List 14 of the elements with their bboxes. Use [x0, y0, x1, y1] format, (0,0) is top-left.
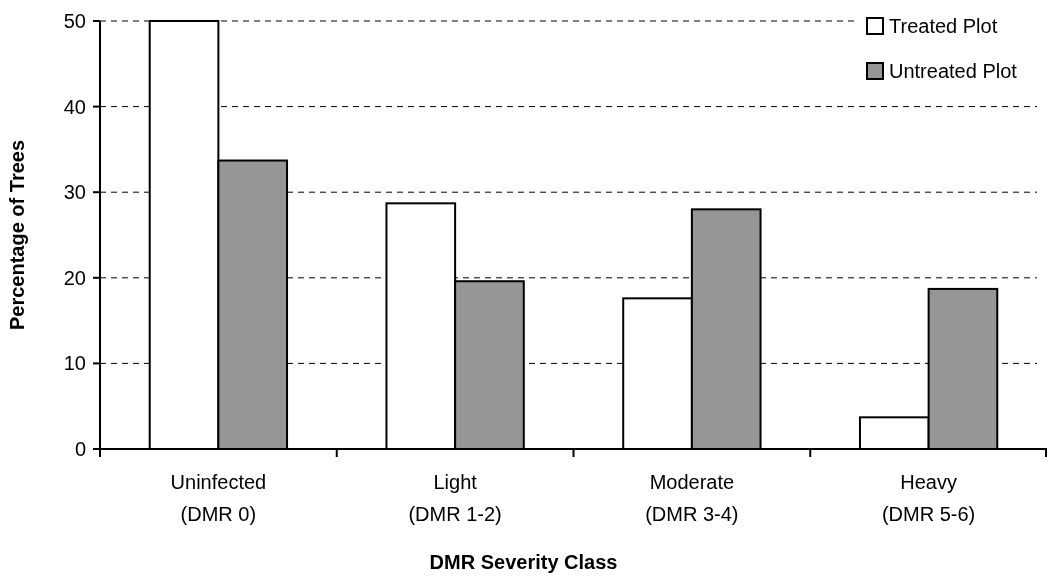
y-tick-label: 40 — [63, 95, 86, 118]
x-axis-title: DMR Severity Class — [429, 551, 618, 573]
x-tick-label: Moderate (DMR 3-4) — [645, 471, 739, 525]
x-tick-label: Light (DMR 1-2) — [408, 471, 502, 525]
x-tick-label: Uninfected (DMR 0) — [170, 471, 267, 525]
y-tick-label: 10 — [63, 352, 86, 375]
legend-label: Treated Plot — [889, 15, 998, 37]
y-tick-label: 0 — [74, 438, 86, 460]
y-tick-label: 20 — [63, 266, 86, 289]
y-tick-label: 50 — [63, 10, 86, 32]
legend-label: Untreated Plot — [889, 60, 1018, 82]
x-tick-label: Heavy (DMR 5-6) — [881, 471, 976, 525]
y-axis-title: Percentage of Trees — [6, 139, 28, 331]
y-tick-label: 30 — [63, 181, 86, 204]
